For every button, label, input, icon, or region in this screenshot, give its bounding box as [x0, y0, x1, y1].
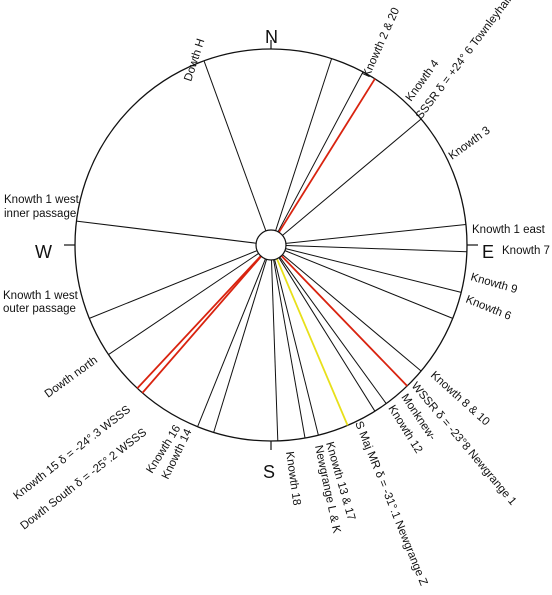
alignment-lines — [76, 58, 467, 441]
label-knowth-18: Knowth 18 — [283, 451, 302, 507]
label-knowth-1-east: Knowth 1 east — [472, 224, 546, 236]
alignment-line-knowth-7 — [285, 245, 467, 253]
alignment-line-sssr-townleyhall — [278, 78, 376, 233]
east-label: E — [482, 242, 494, 262]
alignment-line-knowth-3 — [282, 118, 422, 236]
label-knowth-7: Knowth 7 — [502, 245, 550, 257]
alignment-line-knowth-14 — [213, 259, 268, 433]
alignment-line-dowth-north — [108, 252, 259, 356]
alignment-line-knowth-12 — [278, 257, 376, 412]
alignment-line-knowth-8-10 — [282, 254, 422, 372]
label-knowth-1-west-outer: Knowth 1 west outer passage — [3, 290, 81, 315]
alignment-line-dowth-south-wsss — [136, 255, 262, 389]
label-dowth-h: Dowth H — [182, 37, 207, 83]
alignment-line-knowth-1-west-inner — [76, 220, 257, 244]
alignment-line-monknew — [279, 256, 387, 404]
alignment-line-knowth-18 — [271, 259, 279, 441]
alignment-line-wssr-newgrange-1 — [280, 255, 408, 387]
alignment-line-newgrange-l-k — [273, 259, 306, 439]
alignment-line-knowth-15-wsss — [141, 255, 262, 394]
label-knowth-6: Knowth 6 — [464, 294, 513, 323]
alignment-line-knowth-6 — [284, 250, 453, 319]
west-label: W — [35, 242, 52, 262]
label-knowth-2-20: Knowth 2 & 20 — [361, 6, 402, 79]
alignment-line-knowth-9 — [285, 248, 462, 293]
south-label: S — [263, 462, 275, 482]
alignment-line-knowth-1-east — [285, 224, 466, 244]
alignment-line-knowth-16 — [197, 258, 266, 427]
alignment-labels: Dowth H Knowth 2 & 20 Knowth 4 SSSR δ = … — [3, 0, 550, 588]
label-knowth-9: Knowth 9 — [469, 271, 518, 296]
alignment-line-knowth-13-17 — [274, 259, 319, 436]
alignment-line-dowth-h — [203, 60, 267, 232]
label-dowth-north: Dowth north — [43, 354, 100, 400]
north-label: N — [265, 27, 278, 47]
alignment-line-knowth-1-west-outer — [89, 250, 258, 319]
label-knowth-1-west-inner: Knowth 1 west inner passage — [4, 194, 82, 220]
alignment-line-s-maj-mr-newgrange-z — [276, 258, 349, 426]
alignment-line-knowth-2-20 — [275, 58, 333, 231]
center-circle — [255, 229, 287, 261]
label-knowth-3: Knowth 3 — [447, 125, 493, 163]
alignment-line-knowth-4 — [277, 71, 364, 233]
